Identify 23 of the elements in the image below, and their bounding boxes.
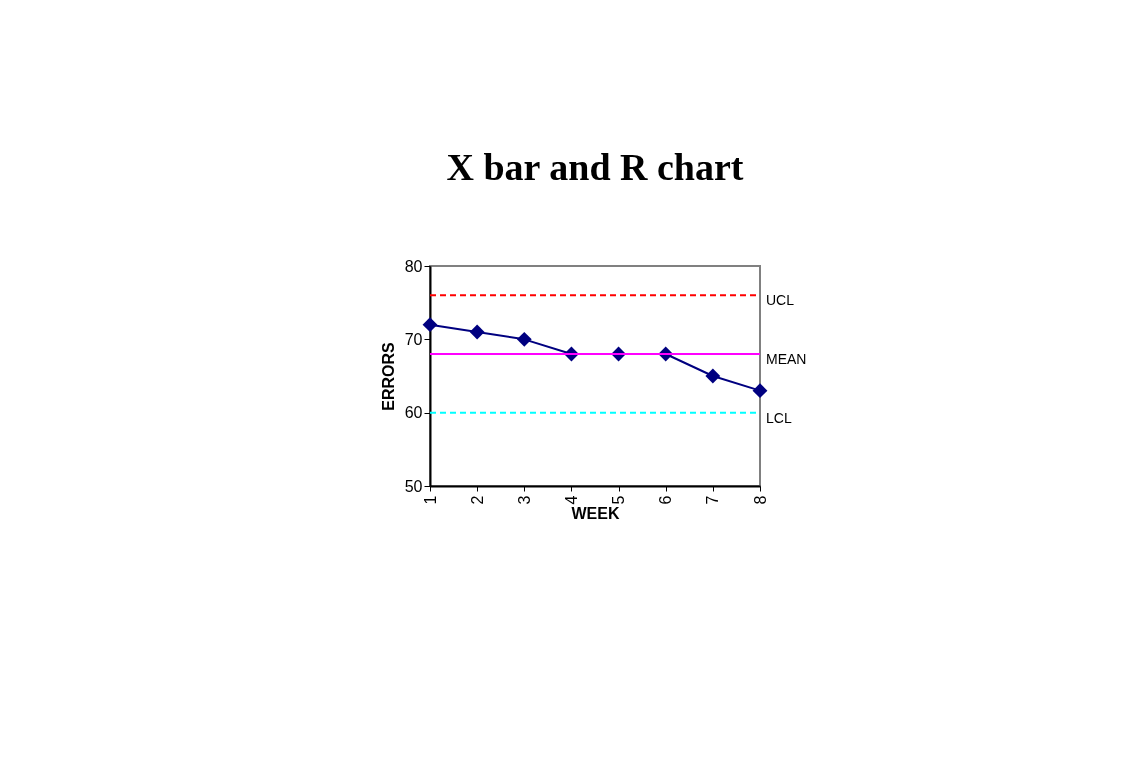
chart-title: X bar and R chart (446, 146, 744, 188)
point (422, 317, 438, 333)
y-tick-label: 80 (404, 257, 423, 275)
x-tick-label: 3 (515, 495, 533, 505)
y-tick-label: 70 (404, 330, 423, 348)
y-tick-label: 60 (404, 404, 423, 422)
y-axis-title: ERRORS (379, 341, 397, 411)
y-tick-label: 50 (404, 477, 423, 495)
point (705, 368, 721, 384)
x-tick-label: 7 (704, 495, 722, 505)
x-tick-label: 5 (610, 495, 628, 505)
x-tick-label: 4 (562, 495, 580, 505)
x-tick-label: 6 (657, 495, 675, 505)
point (469, 324, 485, 340)
point (516, 331, 532, 347)
ref-line-label: MEAN (766, 351, 807, 367)
x-tick-label: 8 (751, 495, 769, 505)
x-tick-label: 1 (421, 495, 439, 505)
x-tick-label: 2 (468, 495, 486, 505)
ref-line-label: LCL (766, 409, 792, 426)
point (752, 383, 768, 399)
x-axis-title: WEEK (571, 505, 620, 523)
ref-line-label: UCL (766, 292, 795, 309)
